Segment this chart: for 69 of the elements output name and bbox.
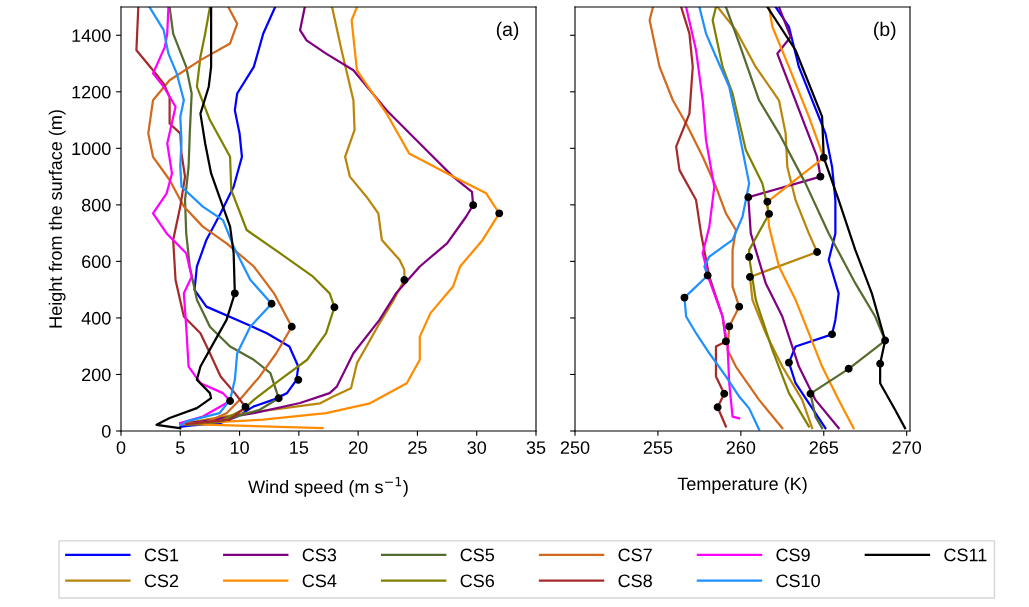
y-tick-label: 1200 (72, 85, 111, 99)
point (294, 375, 303, 384)
point (721, 337, 730, 346)
legend-label: CS11 (944, 548, 987, 562)
x-tick-label: 255 (643, 441, 673, 454)
x-axis-title: Wind speed (m s$^{−1}$) (248, 477, 408, 497)
point (703, 271, 712, 280)
x-tick-label: 15 (290, 441, 309, 454)
x-tick-label: 260 (726, 441, 756, 454)
x-tick-label: 5 (175, 441, 185, 454)
point (784, 358, 793, 367)
legend-label: CS8 (618, 574, 652, 588)
x-tick-label: 0 (116, 441, 126, 454)
point (816, 172, 825, 181)
y-tick-label: 800 (81, 198, 111, 212)
point (746, 272, 754, 281)
x-axis-title: Temperature (K) (677, 477, 807, 494)
annotation: (a) (496, 21, 519, 40)
legend-label: CS9 (776, 548, 810, 562)
point (876, 359, 885, 368)
point (745, 252, 754, 261)
x-tick-label: 10 (230, 441, 249, 454)
y-axis-title: Height from the surface (m) (48, 110, 66, 328)
point (813, 248, 822, 257)
point (469, 201, 478, 210)
point (287, 322, 296, 331)
point (274, 394, 283, 403)
legend-label: CS1 (144, 548, 179, 562)
legend-label: CS7 (618, 548, 652, 562)
y-tick-label: 0 (101, 424, 111, 438)
point (725, 322, 734, 331)
point (720, 389, 729, 398)
point (881, 336, 890, 345)
point (226, 397, 235, 405)
point (495, 209, 504, 218)
point (844, 364, 853, 373)
x-tick-label: 35 (526, 441, 546, 454)
x-tick-label: 25 (408, 441, 427, 454)
x-tick-label: 30 (467, 441, 487, 454)
point (744, 193, 753, 202)
x-tick-label: 265 (809, 441, 839, 454)
point (819, 153, 828, 162)
legend-label: CS10 (776, 574, 820, 588)
x-tick-label: 270 (892, 441, 922, 454)
point (330, 303, 339, 312)
y-tick-label: 200 (82, 368, 111, 382)
annotation: (b) (874, 21, 896, 40)
legend-label: CS5 (460, 548, 495, 562)
point (806, 389, 815, 398)
point (241, 403, 250, 411)
legend-label: CS3 (302, 548, 337, 562)
point (828, 330, 837, 339)
point (735, 302, 744, 311)
point (400, 276, 409, 285)
point (267, 299, 276, 308)
legend-label: CS2 (144, 574, 179, 588)
point (765, 209, 773, 218)
point (763, 197, 772, 206)
x-tick-label: 20 (349, 441, 368, 454)
point (680, 293, 689, 302)
x-tick-label: 250 (560, 441, 590, 454)
y-tick-label: 600 (82, 255, 111, 269)
y-tick-label: 1400 (72, 29, 111, 42)
legend-label: CS6 (460, 574, 495, 588)
y-tick-label: 400 (81, 311, 111, 325)
y-tick-label: 1000 (72, 142, 111, 156)
point (230, 289, 239, 298)
point (713, 403, 722, 412)
legend-label: CS4 (302, 574, 337, 588)
